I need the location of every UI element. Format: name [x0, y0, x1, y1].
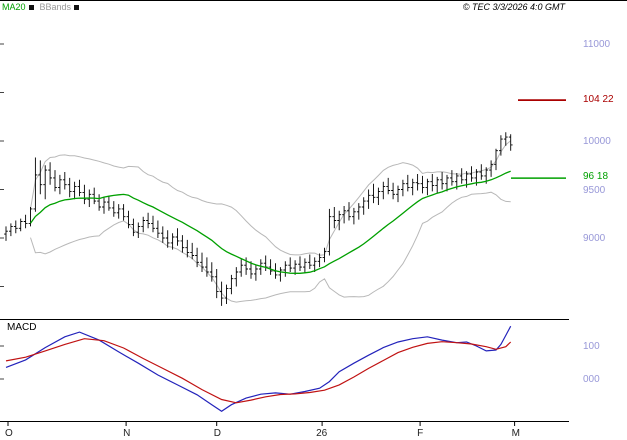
x-axis-month-label: N — [123, 428, 131, 439]
bbands-legend-swatch — [74, 5, 80, 10]
x-axis-month-label: D — [213, 428, 221, 439]
bbands-legend-label: BBands — [39, 2, 72, 12]
macd-line — [5, 325, 512, 413]
price-axis-label: 9500 — [583, 184, 606, 196]
ma20-legend-label: MA20 — [2, 2, 26, 12]
x-axis-month-label: 26 — [316, 428, 328, 439]
bollinger-upper-band — [30, 140, 512, 256]
x-axis-month-label: M — [511, 428, 520, 439]
price-ohlc-bars — [4, 132, 513, 306]
macd-signal-line — [5, 338, 512, 404]
ma20-legend-swatch — [28, 5, 34, 10]
legend: MA20 BBands — [2, 2, 85, 12]
price-axis-label: 10000 — [583, 136, 611, 147]
price-axis-label: 11000 — [583, 39, 611, 50]
support-price-label: 96 18 — [583, 171, 609, 183]
ma20-line — [29, 170, 511, 274]
x-axis-month-label: O — [5, 428, 13, 439]
bollinger-lower-band — [30, 191, 511, 303]
macd-axis-label: 000 — [583, 374, 600, 385]
price-axis-label: 9000 — [583, 233, 606, 244]
copyright-text: © TEC 3/3/2026 4:0 GMT — [462, 2, 565, 12]
macd-axis-label: 100 — [583, 341, 600, 352]
x-axis-month-label: F — [417, 428, 424, 439]
macd-panel-label: MACD — [7, 322, 37, 333]
resistance-price-label: 104 22 — [583, 94, 614, 106]
